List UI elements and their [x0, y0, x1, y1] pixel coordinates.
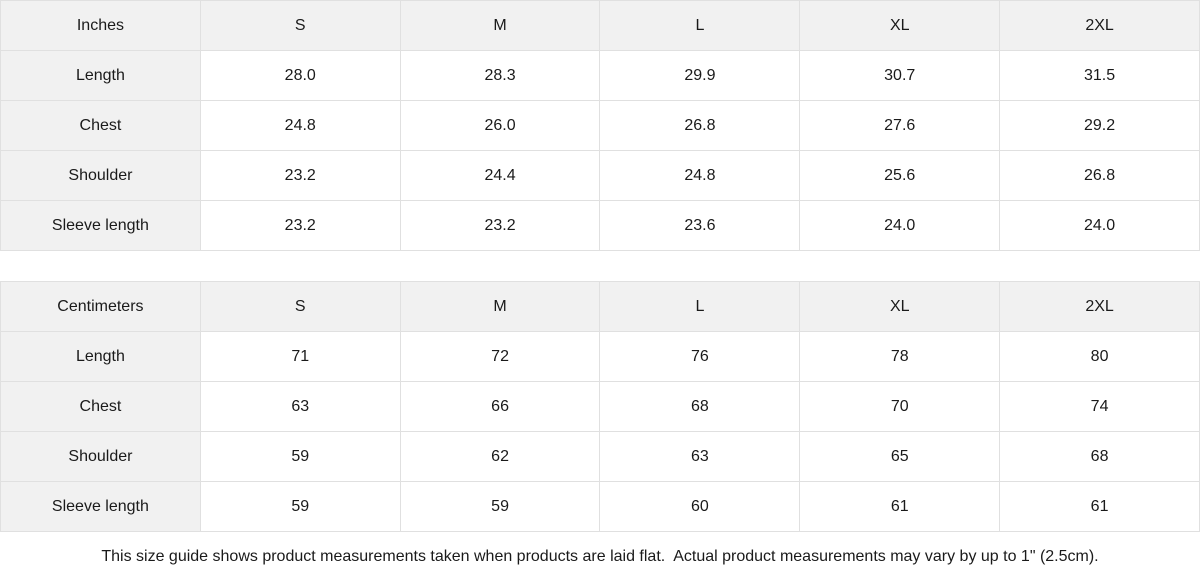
measurement-cell: 61 — [799, 481, 1001, 532]
inches-table: Inches S M L XL 2XL Length 28.0 28.3 29.… — [0, 0, 1200, 251]
measurement-cell: 76 — [599, 331, 801, 382]
measurement-cell: 65 — [799, 431, 1001, 482]
measurement-cell: 30.7 — [799, 50, 1001, 101]
measurement-cell: 60 — [599, 481, 801, 532]
centimeters-table: Centimeters S M L XL 2XL Length 71 72 76… — [0, 281, 1200, 532]
measurement-cell: 80 — [999, 331, 1200, 382]
row-label: Chest — [0, 100, 201, 151]
footer-note: This size guide shows product measuremen… — [0, 532, 1200, 581]
size-column-header-m: M — [399, 281, 601, 332]
measurement-cell: 23.2 — [199, 150, 401, 201]
table-row-sleeve-length: Sleeve length 59 59 60 61 61 — [0, 481, 1200, 532]
row-label: Shoulder — [0, 150, 201, 201]
measurement-cell: 71 — [199, 331, 401, 382]
measurement-cell: 24.0 — [799, 200, 1001, 251]
size-column-header-m: M — [399, 0, 601, 51]
measurement-cell: 59 — [399, 481, 601, 532]
measurement-cell: 28.0 — [199, 50, 401, 101]
size-column-header-2xl: 2XL — [999, 0, 1200, 51]
table-row-length: Length 71 72 76 78 80 — [0, 331, 1200, 382]
measurement-cell: 24.0 — [999, 200, 1200, 251]
measurement-cell: 61 — [999, 481, 1200, 532]
measurement-cell: 68 — [999, 431, 1200, 482]
row-label: Length — [0, 50, 201, 101]
inches-header-row: Inches S M L XL 2XL — [0, 0, 1200, 51]
row-label: Length — [0, 331, 201, 382]
table-row-shoulder: Shoulder 23.2 24.4 24.8 25.6 26.8 — [0, 150, 1200, 201]
measurement-cell: 78 — [799, 331, 1001, 382]
measurement-cell: 63 — [199, 381, 401, 432]
row-label: Sleeve length — [0, 481, 201, 532]
measurement-cell: 74 — [999, 381, 1200, 432]
measurement-cell: 27.6 — [799, 100, 1001, 151]
measurement-cell: 23.6 — [599, 200, 801, 251]
table-row-shoulder: Shoulder 59 62 63 65 68 — [0, 431, 1200, 482]
measurement-cell: 26.8 — [999, 150, 1200, 201]
measurement-cell: 29.9 — [599, 50, 801, 101]
row-label: Shoulder — [0, 431, 201, 482]
measurement-cell: 70 — [799, 381, 1001, 432]
measurement-cell: 24.4 — [399, 150, 601, 201]
row-label: Sleeve length — [0, 200, 201, 251]
measurement-cell: 23.2 — [399, 200, 601, 251]
measurement-cell: 29.2 — [999, 100, 1200, 151]
size-column-header-xl: XL — [799, 0, 1001, 51]
measurement-cell: 26.8 — [599, 100, 801, 151]
size-column-header-xl: XL — [799, 281, 1001, 332]
table-gap — [0, 251, 1200, 281]
measurement-cell: 68 — [599, 381, 801, 432]
row-label: Chest — [0, 381, 201, 432]
measurement-cell: 23.2 — [199, 200, 401, 251]
measurement-cell: 59 — [199, 431, 401, 482]
measurement-cell: 25.6 — [799, 150, 1001, 201]
measurement-cell: 28.3 — [399, 50, 601, 101]
measurement-cell: 26.0 — [399, 100, 601, 151]
measurement-cell: 62 — [399, 431, 601, 482]
measurement-cell: 66 — [399, 381, 601, 432]
size-column-header-l: L — [599, 281, 801, 332]
table-row-length: Length 28.0 28.3 29.9 30.7 31.5 — [0, 50, 1200, 101]
measurement-cell: 59 — [199, 481, 401, 532]
measurement-cell: 24.8 — [599, 150, 801, 201]
measurement-cell: 63 — [599, 431, 801, 482]
measurement-cell: 72 — [399, 331, 601, 382]
size-column-header-2xl: 2XL — [999, 281, 1200, 332]
size-column-header-s: S — [199, 281, 401, 332]
table-row-chest: Chest 63 66 68 70 74 — [0, 381, 1200, 432]
size-column-header-s: S — [199, 0, 401, 51]
table-row-sleeve-length: Sleeve length 23.2 23.2 23.6 24.0 24.0 — [0, 200, 1200, 251]
centimeters-header-row: Centimeters S M L XL 2XL — [0, 281, 1200, 332]
unit-header-centimeters: Centimeters — [0, 281, 201, 332]
unit-header-inches: Inches — [0, 0, 201, 51]
size-column-header-l: L — [599, 0, 801, 51]
measurement-cell: 31.5 — [999, 50, 1200, 101]
table-row-chest: Chest 24.8 26.0 26.8 27.6 29.2 — [0, 100, 1200, 151]
measurement-cell: 24.8 — [199, 100, 401, 151]
